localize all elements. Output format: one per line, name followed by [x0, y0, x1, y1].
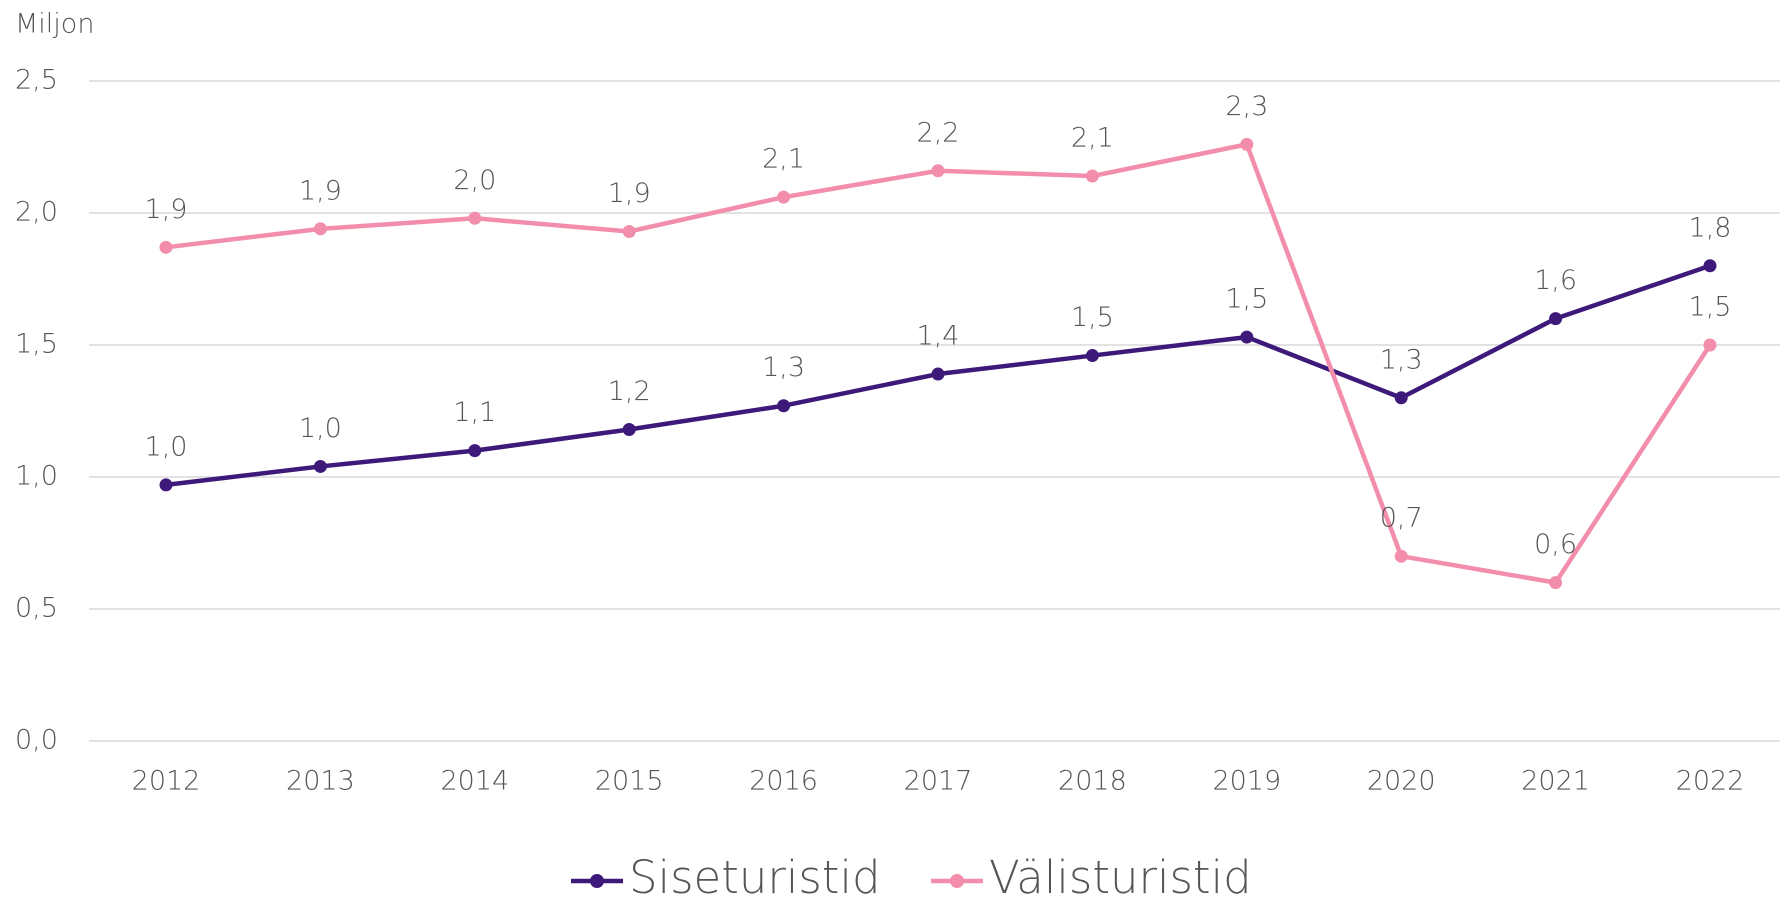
data-label: 1,4	[917, 321, 960, 352]
data-point	[777, 399, 791, 413]
x-tick-label: 2015	[595, 766, 664, 797]
x-tick-label: 2013	[286, 766, 355, 797]
data-label: 1,1	[453, 397, 496, 428]
x-tick-label: 2018	[1058, 766, 1127, 797]
legend-marker	[950, 874, 964, 888]
data-label: 1,9	[608, 178, 651, 209]
x-tick-label: 2020	[1367, 766, 1436, 797]
data-point	[1549, 312, 1563, 326]
data-point	[1549, 576, 1563, 590]
data-label: 1,5	[1225, 284, 1268, 315]
data-point	[1394, 391, 1408, 405]
data-point	[159, 478, 173, 492]
data-label: 1,9	[299, 175, 342, 206]
x-tick-label: 2012	[132, 766, 201, 797]
data-point	[159, 240, 173, 254]
data-point	[1703, 259, 1717, 273]
y-tick-label: 0,5	[15, 593, 58, 624]
x-tick-label: 2021	[1521, 766, 1590, 797]
legend-label: Siseturistid	[629, 851, 881, 904]
data-point	[1085, 349, 1099, 363]
y-tick-label: 2,5	[15, 65, 58, 96]
data-label: 1,5	[1689, 292, 1732, 323]
data-label: 0,7	[1380, 503, 1423, 534]
data-point	[931, 367, 945, 381]
data-point	[1240, 137, 1254, 151]
data-label: 1,8	[1689, 212, 1732, 243]
series-line	[165, 142, 1712, 585]
data-point	[468, 211, 482, 225]
data-point	[1703, 338, 1717, 352]
data-label: 1,6	[1534, 265, 1577, 296]
data-label: 1,3	[762, 352, 805, 383]
data-label: 2,0	[453, 165, 496, 196]
data-point	[931, 164, 945, 178]
x-tick-label: 2019	[1212, 766, 1281, 797]
data-label: 1,9	[145, 194, 188, 225]
legend-label: Välisturistid	[989, 851, 1252, 904]
y-tick-label: 1,0	[15, 461, 58, 492]
data-point	[313, 222, 327, 236]
data-point	[622, 224, 636, 238]
y-tick-label: 1,5	[15, 329, 58, 360]
x-tick-label: 2022	[1676, 766, 1745, 797]
data-point	[777, 190, 791, 204]
data-label: 1,2	[608, 376, 651, 407]
data-point	[1240, 330, 1254, 344]
data-label: 1,3	[1380, 344, 1423, 375]
data-point	[1394, 549, 1408, 563]
data-label: 2,1	[1071, 123, 1114, 154]
y-axis-label: Miljon	[15, 9, 94, 40]
data-label: 1,0	[145, 431, 188, 462]
data-label: 2,3	[1225, 91, 1268, 122]
y-tick-label: 2,0	[15, 197, 58, 228]
x-tick-label: 2017	[904, 766, 973, 797]
data-label: 2,1	[762, 144, 805, 175]
data-point	[468, 444, 482, 458]
data-point	[1085, 169, 1099, 183]
legend-marker	[590, 874, 604, 888]
x-tick-label: 2014	[440, 766, 509, 797]
data-label: 2,2	[917, 117, 960, 148]
y-tick-label: 0,0	[15, 725, 58, 756]
data-label: 1,0	[299, 413, 342, 444]
data-label: 1,5	[1071, 302, 1114, 333]
data-label: 0,6	[1534, 529, 1577, 560]
data-point	[622, 422, 636, 436]
x-tick-label: 2016	[749, 766, 818, 797]
data-point	[313, 459, 327, 473]
